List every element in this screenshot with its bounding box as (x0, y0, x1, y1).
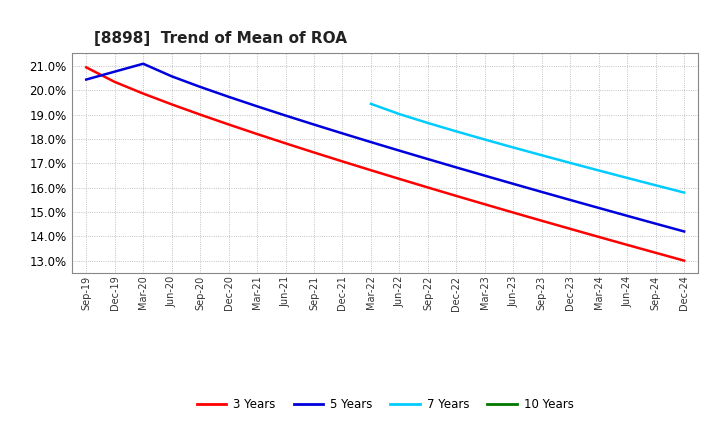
Legend: 3 Years, 5 Years, 7 Years, 10 Years: 3 Years, 5 Years, 7 Years, 10 Years (192, 393, 578, 415)
Text: [8898]  Trend of Mean of ROA: [8898] Trend of Mean of ROA (94, 31, 346, 46)
